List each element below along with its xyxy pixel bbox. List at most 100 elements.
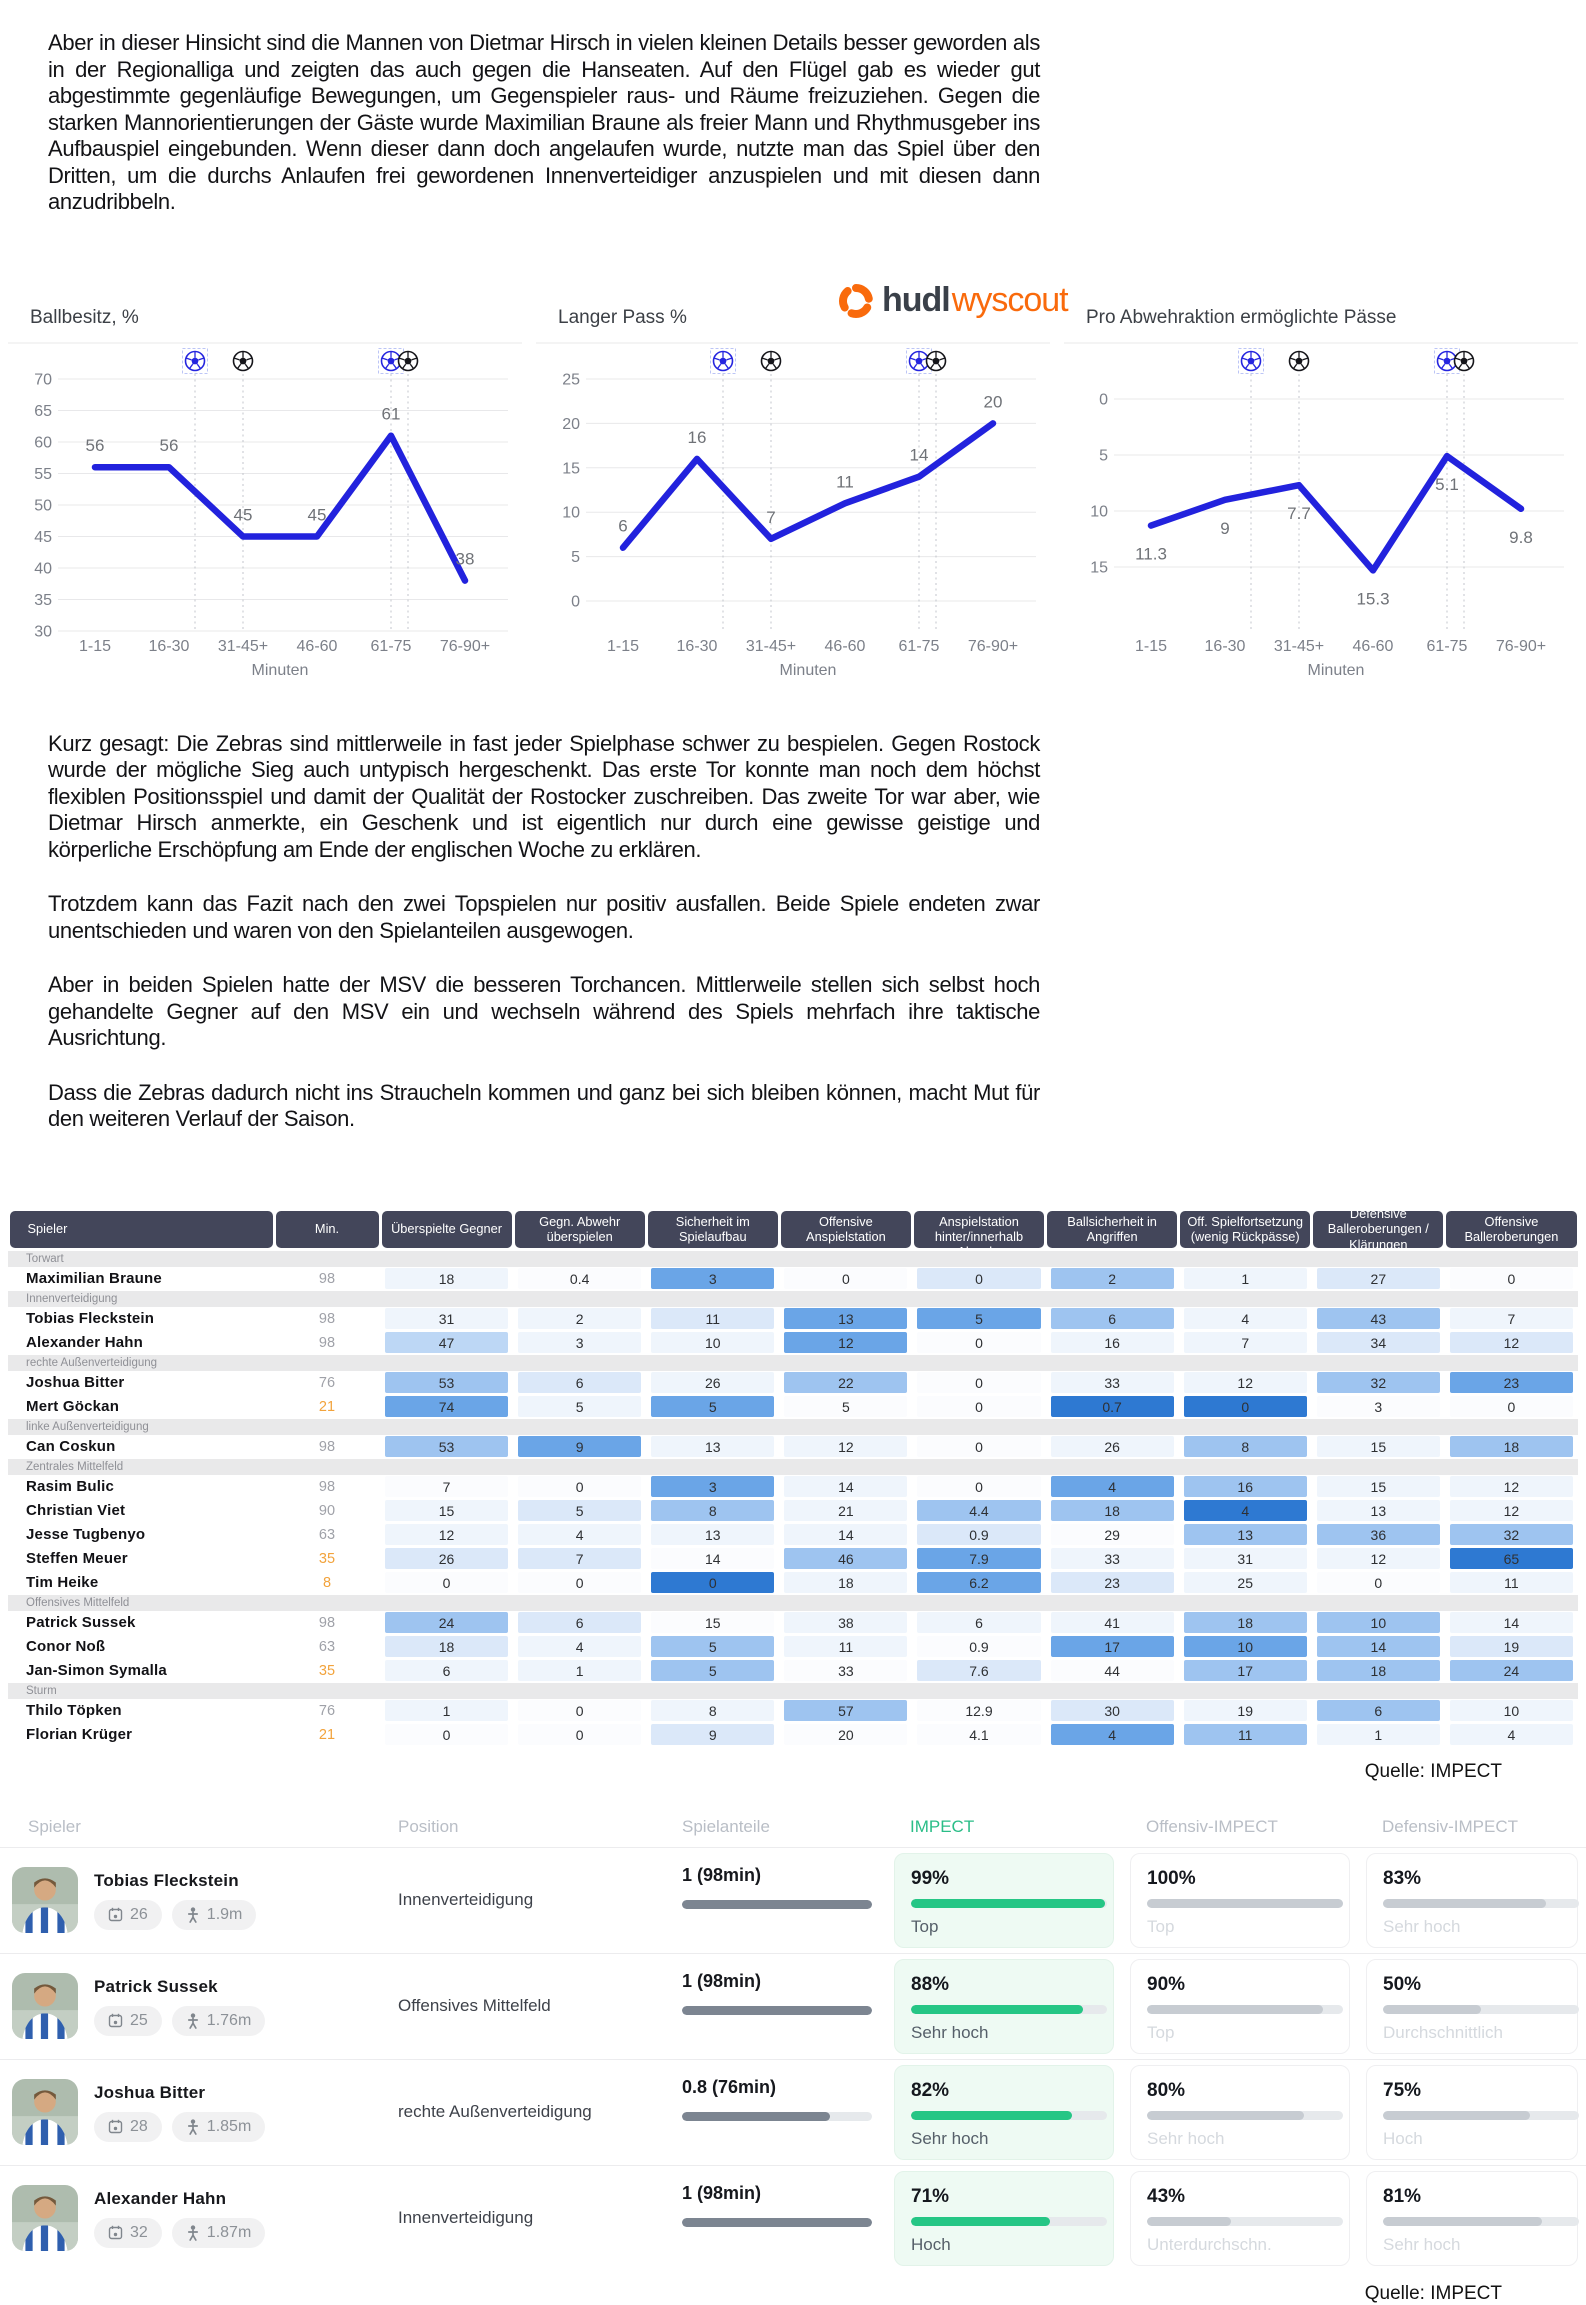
goal-marker-home [710,347,736,374]
stat-cell: 6 [1312,1699,1445,1723]
y-tick-label: 20 [562,415,580,432]
stat-cell: 4 [1179,1307,1312,1331]
impect-column-header: Position [398,1816,459,1836]
stat-cell: 11 [779,1635,912,1659]
x-tick-label: 1-15 [1135,638,1167,655]
stat-cell: 4 [1046,1723,1179,1747]
player-photo [12,1867,78,1933]
score-rating-label: Top [911,1916,939,1936]
height-badge: 1.87m [171,2217,266,2248]
score-percentage: 99% [911,1867,950,1889]
minutes-value: 90 [318,1502,336,1519]
stat-cell: 15 [1312,1475,1445,1499]
score-rating-label: Top [1147,2022,1175,2042]
stat-cell: 12 [380,1523,513,1547]
stat-cell: 4 [1445,1723,1578,1747]
chart-title: Langer Pass % [558,307,687,328]
stat-cell: 5 [513,1499,646,1523]
share-cell: 0.8 (76min) [676,2058,886,2165]
stat-cell: 6 [513,1371,646,1395]
stat-cell: 32 [1312,1371,1445,1395]
stat-cell: 5 [646,1659,779,1683]
player-photo [12,2079,78,2145]
data-label: 11.3 [1135,544,1167,563]
x-tick-label: 46-60 [825,638,866,655]
stat-cell: 12 [779,1435,912,1459]
score-bar [911,2110,1107,2120]
y-tick-label: 0 [1099,391,1108,408]
score-percentage: 90% [1147,1973,1186,1995]
height-icon [187,2118,198,2135]
stat-cell: 6 [1046,1307,1179,1331]
stat-cell: 14 [1312,1635,1445,1659]
minutes-value: 35 [318,1662,336,1679]
x-tick-label: 61-75 [899,638,940,655]
position-group-row: Torwart [8,1250,1578,1267]
age-badge: 26 [94,1899,162,1930]
score-rating-label: Sehr hoch [911,2022,989,2042]
age-badge: 25 [94,2005,162,2036]
stat-cell: 0 [513,1475,646,1499]
position-group-row: Zentrales Mittelfeld [8,1458,1578,1475]
calendar-icon [108,2119,123,2134]
x-tick-label: 31-45+ [218,638,268,655]
height-value: 1.76m [206,2011,252,2029]
defensiv-impect-cell: 75% Hoch [1358,2058,1586,2165]
stat-cell: 18 [1046,1499,1179,1523]
y-tick-label: 40 [34,560,52,577]
y-tick-label: 10 [1090,503,1108,520]
impect-score-card: 99% Top [894,1852,1114,1948]
data-label: 5.1 [1435,475,1459,494]
stat-cell: 9 [646,1723,779,1747]
x-axis-label: Minuten [1308,662,1365,679]
age-value: 26 [130,1905,148,1923]
stat-cell: 5 [779,1395,912,1419]
score-bar [1147,1898,1343,1908]
data-label: 6 [618,516,627,535]
score-rating-label: Unterdurchschn. [1147,2234,1272,2254]
height-icon [187,2224,198,2241]
player-name: Patrick Sussek [94,1976,218,1996]
stat-cell: 6.2 [912,1571,1045,1595]
stat-cell: 47 [380,1331,513,1355]
stat-cell: 36 [1312,1523,1445,1547]
player-name: Alexander Hahn [94,2188,227,2208]
source-credit-bottom: Quelle: IMPECT [1364,2282,1502,2304]
y-tick-label: 5 [571,549,580,566]
stat-cell: 0.9 [912,1635,1045,1659]
impect-table: Spieler Position Spielanteile IMPECT Offensi… [0,1799,1586,2271]
stat-cell: 31 [380,1307,513,1331]
stat-cell: 74 [380,1395,513,1419]
data-label: 56 [160,436,179,455]
article-paragraph-2: Kurz gesagt: Die Zebras sind mittlerweil… [48,730,1040,862]
impect-sub-score-card: 50% Durchschnittlich [1366,1958,1579,2054]
stats-column-header: Offensive Anspielstation hinter/innerhal… [913,1199,1045,1259]
share-cell: 1 (98min) [676,1846,886,1953]
score-rating-label: Hoch [1383,2128,1423,2148]
stat-cell: 31 [1179,1547,1312,1571]
stat-cell: 19 [1179,1699,1312,1723]
defensiv-impect-cell: 81% Sehr hoch [1358,2164,1586,2271]
stat-cell: 12 [779,1331,912,1355]
x-tick-label: 76-90+ [968,638,1018,655]
player-name: Joshua Bitter [26,1374,125,1391]
impect-column-header: Spielanteile [682,1816,770,1836]
stat-cell: 7 [1179,1331,1312,1355]
hudl-wyscout-logo: hudl wyscout [836,281,1069,321]
stats-column-header: Sicherheit im Spielaufbau [647,1210,778,1248]
y-tick-label: 25 [562,371,580,388]
height-badge: 1.85m [171,2111,266,2142]
share-value: 0.8 (76min) [682,2076,777,2097]
stat-cell: 23 [1445,1371,1578,1395]
player-cell: Alexander Hahn 32 1.87m [0,2164,398,2271]
data-label: 45 [234,505,253,524]
y-tick-label: 10 [562,504,580,521]
x-tick-label: 61-75 [371,638,412,655]
stat-cell: 46 [779,1547,912,1571]
x-tick-label: 61-75 [1427,638,1468,655]
score-percentage: 80% [1147,2079,1186,2101]
stat-cell: 12 [1445,1475,1578,1499]
stat-cell: 0 [513,1571,646,1595]
stats-column-header: Gegn. Abwehr überspielen [514,1210,645,1248]
stat-cell: 4 [1046,1475,1179,1499]
